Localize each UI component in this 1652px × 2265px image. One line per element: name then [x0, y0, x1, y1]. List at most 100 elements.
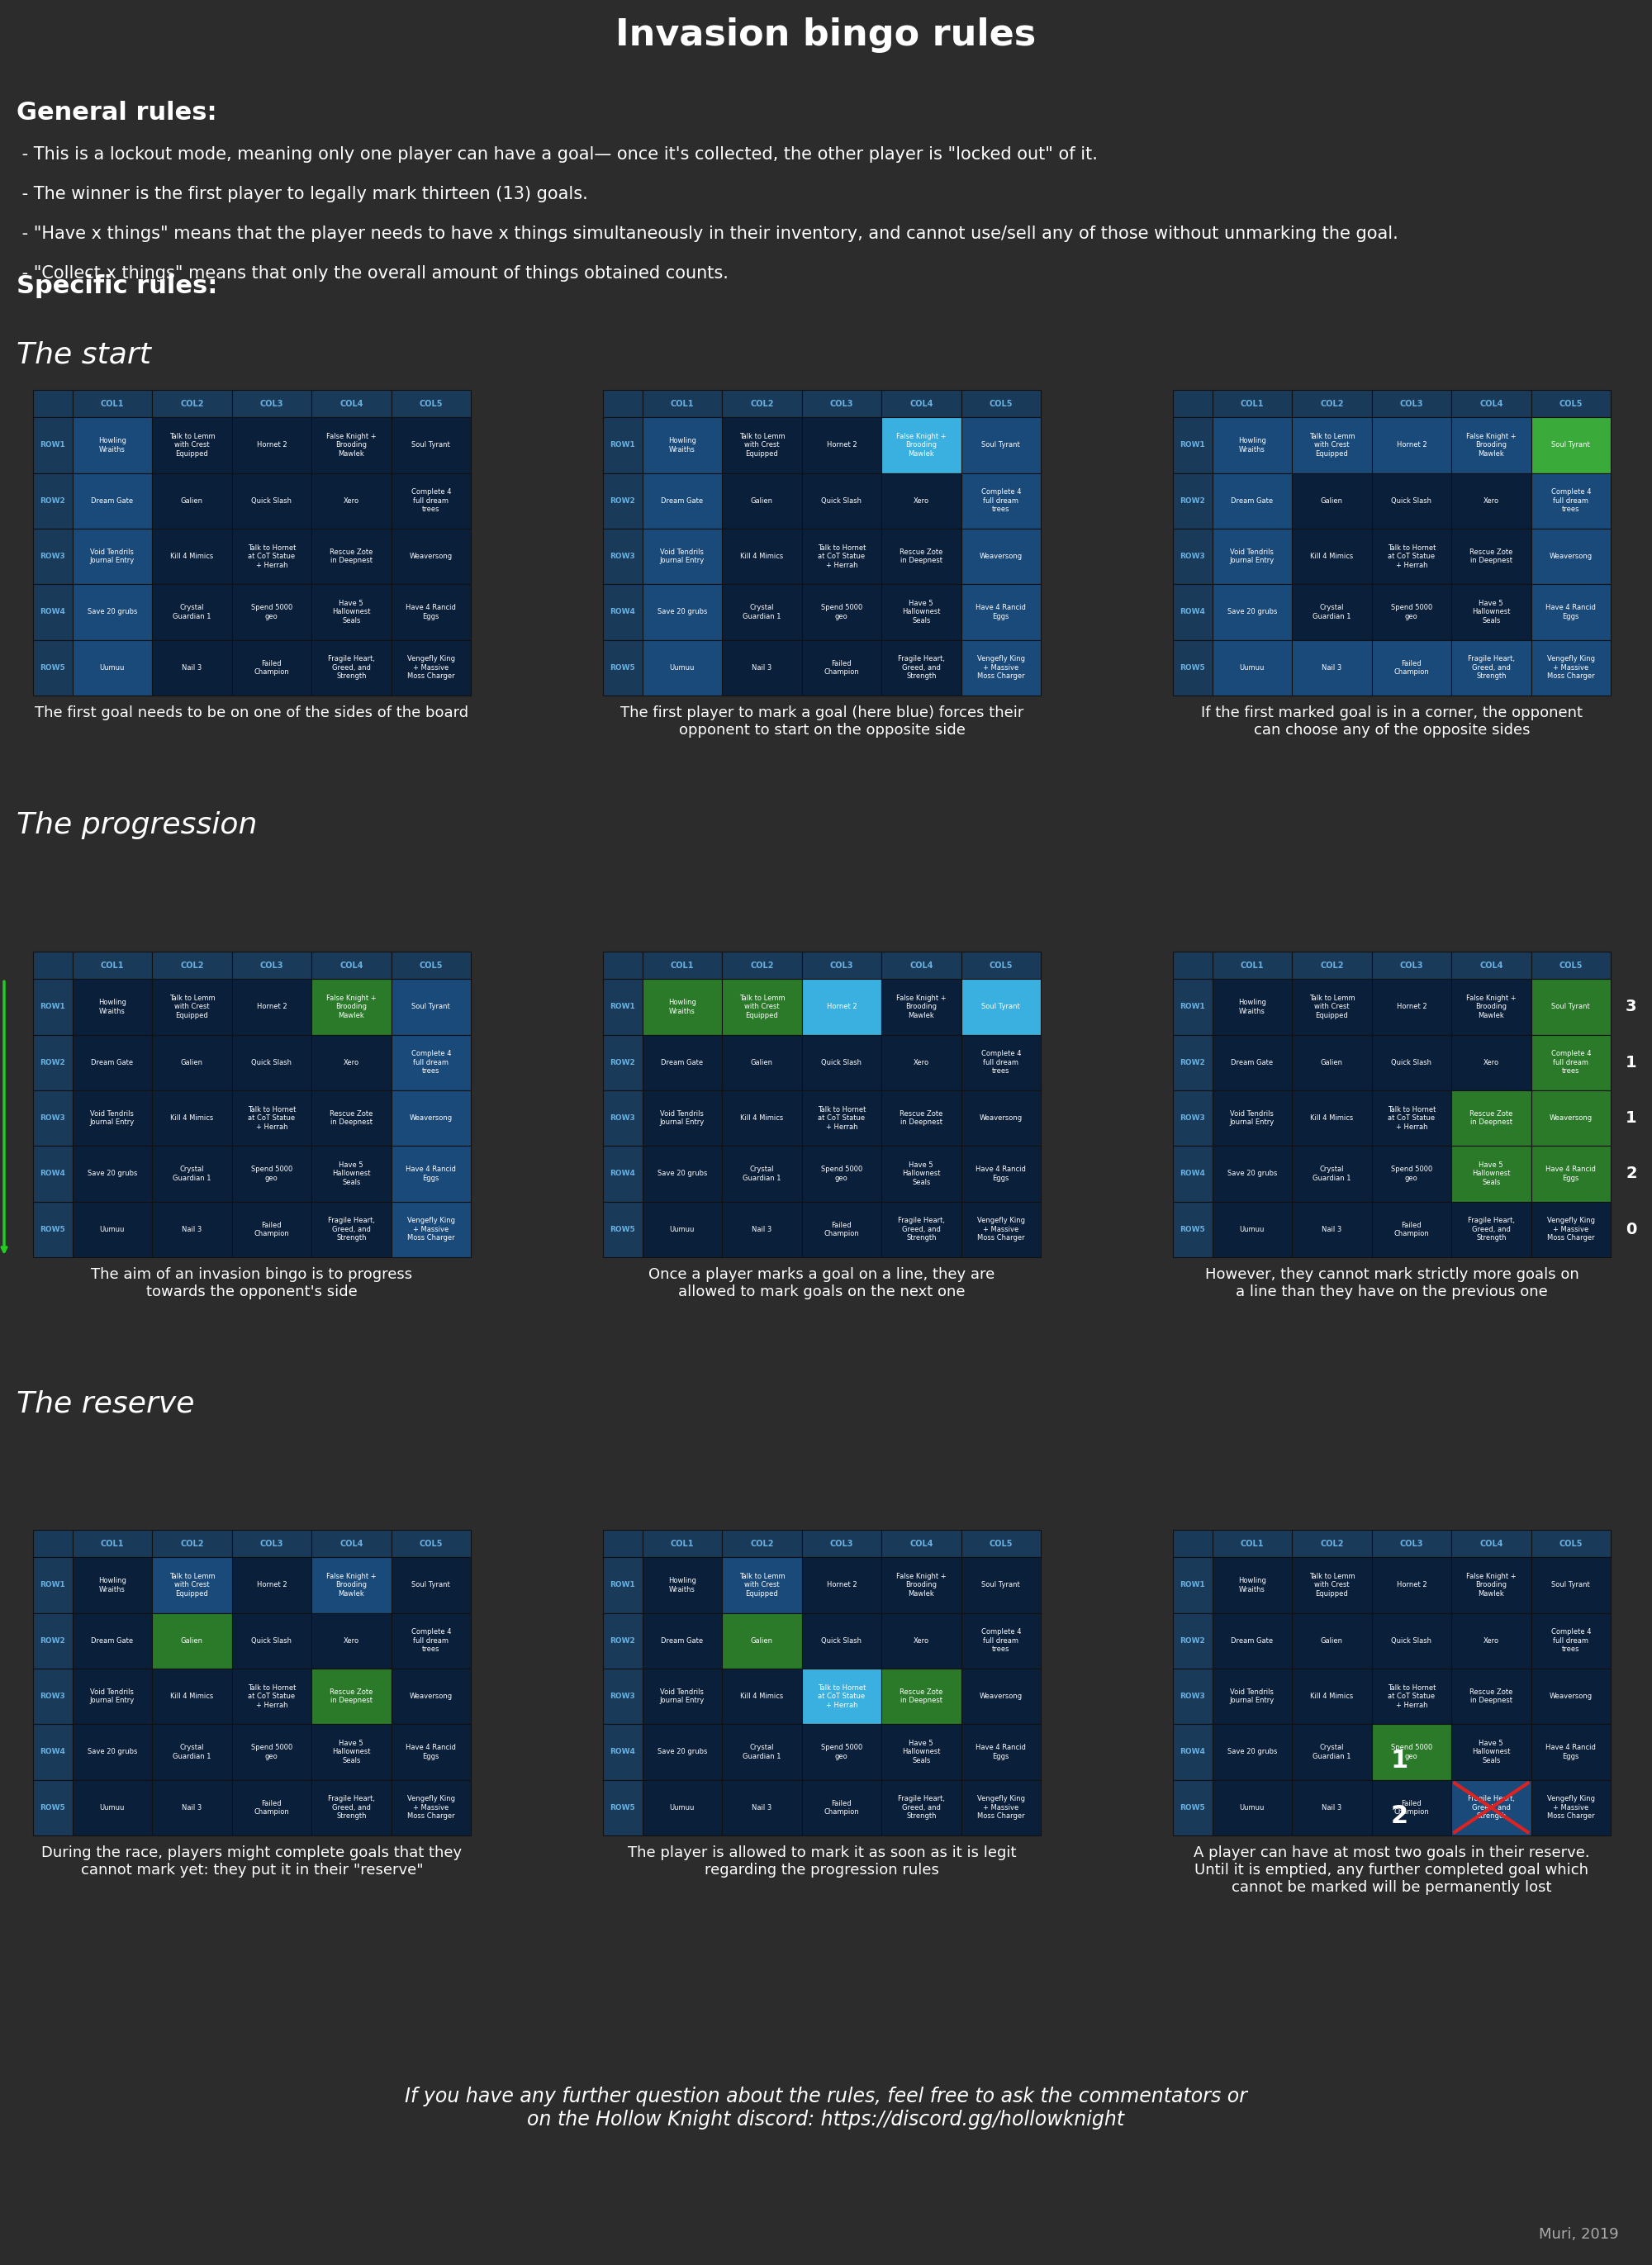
Text: COL5: COL5 [990, 1540, 1013, 1547]
Text: 1: 1 [1626, 1110, 1637, 1126]
Text: Soul Tyrant: Soul Tyrant [411, 442, 451, 448]
Text: Nail 3: Nail 3 [1322, 1225, 1341, 1232]
Bar [231, 978, 312, 1035]
Text: Rescue Zote
in Deepnest: Rescue Zote in Deepnest [900, 1110, 943, 1126]
Text: Galien: Galien [750, 496, 773, 505]
Bar [722, 1558, 801, 1613]
Bar [152, 951, 231, 978]
Text: ROW5: ROW5 [40, 1225, 66, 1232]
Text: Vengefly King
+ Massive
Moss Charger: Vengefly King + Massive Moss Charger [1546, 1216, 1594, 1241]
Text: Failed
Champion: Failed Champion [1394, 1801, 1429, 1817]
Text: Talk to Lemm
with Crest
Equipped: Talk to Lemm with Crest Equipped [169, 1572, 215, 1597]
Bar [73, 1613, 152, 1669]
Text: Failed
Champion: Failed Champion [824, 1801, 859, 1817]
Text: COL3: COL3 [259, 1540, 284, 1547]
Text: Save 20 grubs: Save 20 grubs [88, 1171, 137, 1178]
Bar [643, 1203, 722, 1257]
Text: Quick Slash: Quick Slash [251, 1058, 292, 1067]
Bar [312, 951, 392, 978]
Text: Howling
Wraiths: Howling Wraiths [1237, 999, 1265, 1015]
Text: Soul Tyrant: Soul Tyrant [1551, 442, 1591, 448]
Text: Quick Slash: Quick Slash [1391, 496, 1432, 505]
Text: Uumuu: Uumuu [669, 1803, 695, 1812]
Text: ROW1: ROW1 [610, 1581, 636, 1588]
Bar [312, 1724, 392, 1780]
Text: Complete 4
full dream
trees: Complete 4 full dream trees [411, 1629, 451, 1653]
Bar [392, 417, 471, 473]
Bar [801, 1089, 882, 1146]
Bar [392, 584, 471, 641]
Bar [1452, 473, 1531, 528]
Bar [722, 641, 801, 695]
Bar [1173, 1203, 1213, 1257]
Text: Rescue Zote
in Deepnest: Rescue Zote in Deepnest [330, 1687, 373, 1703]
Text: ROW5: ROW5 [1180, 664, 1206, 670]
Bar [312, 390, 392, 417]
Text: Nail 3: Nail 3 [752, 664, 771, 670]
Bar [392, 951, 471, 978]
Bar [643, 1089, 722, 1146]
Bar [231, 1669, 312, 1724]
Bar [1173, 641, 1213, 695]
Text: Fragile Heart,
Greed, and
Strength: Fragile Heart, Greed, and Strength [1467, 655, 1515, 680]
Text: ROW3: ROW3 [40, 1692, 66, 1701]
Bar [312, 417, 392, 473]
Bar [882, 1529, 961, 1558]
Bar [73, 417, 152, 473]
Bar [152, 1780, 231, 1835]
Text: COL1: COL1 [1241, 1540, 1264, 1547]
Text: Talk to Hornet
at CoT Statue
+ Herrah: Talk to Hornet at CoT Statue + Herrah [248, 544, 296, 569]
Text: Talk to Lemm
with Crest
Equipped: Talk to Lemm with Crest Equipped [1308, 433, 1355, 458]
Text: Kill 4 Mimics: Kill 4 Mimics [170, 1692, 213, 1701]
Text: Quick Slash: Quick Slash [821, 1638, 862, 1644]
Text: Hornet 2: Hornet 2 [256, 1003, 287, 1010]
Text: ROW3: ROW3 [610, 1692, 636, 1701]
Text: Talk to Hornet
at CoT Statue
+ Herrah: Talk to Hornet at CoT Statue + Herrah [248, 1685, 296, 1708]
Bar [73, 528, 152, 584]
Text: ROW4: ROW4 [610, 1171, 636, 1178]
Text: Nail 3: Nail 3 [1322, 664, 1341, 670]
Text: Kill 4 Mimics: Kill 4 Mimics [1310, 553, 1353, 559]
Bar [392, 978, 471, 1035]
Text: Dream Gate: Dream Gate [91, 1638, 134, 1644]
Text: Hornet 2: Hornet 2 [1396, 1003, 1427, 1010]
Bar [1531, 1203, 1611, 1257]
Bar [603, 1146, 643, 1203]
Bar [312, 1529, 392, 1558]
Bar [643, 584, 722, 641]
Bar [1452, 1146, 1531, 1203]
Text: Vengefly King
+ Massive
Moss Charger: Vengefly King + Massive Moss Charger [406, 1796, 454, 1821]
Text: Crystal
Guardian 1: Crystal Guardian 1 [1313, 1744, 1351, 1760]
Bar [392, 1613, 471, 1669]
Bar [961, 1035, 1041, 1089]
Text: ROW2: ROW2 [610, 1058, 636, 1067]
Text: COL4: COL4 [340, 960, 363, 969]
Bar [1213, 1529, 1292, 1558]
Bar [1173, 1146, 1213, 1203]
Bar [1452, 417, 1531, 473]
Text: Talk to Hornet
at CoT Statue
+ Herrah: Talk to Hornet at CoT Statue + Herrah [1388, 1685, 1436, 1708]
Text: Talk to Hornet
at CoT Statue
+ Herrah: Talk to Hornet at CoT Statue + Herrah [818, 1685, 866, 1708]
Text: COL5: COL5 [420, 1540, 443, 1547]
Text: Fragile Heart,
Greed, and
Strength: Fragile Heart, Greed, and Strength [327, 655, 375, 680]
Text: COL4: COL4 [910, 960, 933, 969]
Text: COL3: COL3 [259, 960, 284, 969]
Text: Galien: Galien [180, 1638, 203, 1644]
Bar [231, 951, 312, 978]
Text: Vengefly King
+ Massive
Moss Charger: Vengefly King + Massive Moss Charger [1546, 1796, 1594, 1821]
Bar [801, 1669, 882, 1724]
Text: COL3: COL3 [259, 399, 284, 408]
Text: Have 5
Hallownest
Seals: Have 5 Hallownest Seals [332, 1740, 370, 1764]
Text: Have 4 Rancid
Eggs: Have 4 Rancid Eggs [976, 1744, 1026, 1760]
Text: False Knight +
Brooding
Mawlek: False Knight + Brooding Mawlek [325, 1572, 377, 1597]
Bar [231, 1035, 312, 1089]
Text: Howling
Wraiths: Howling Wraiths [97, 437, 126, 453]
Text: Save 20 grubs: Save 20 grubs [1227, 609, 1277, 616]
Text: COL5: COL5 [420, 399, 443, 408]
Text: Have 5
Hallownest
Seals: Have 5 Hallownest Seals [1472, 600, 1510, 625]
Bar [1173, 1780, 1213, 1835]
Text: Quick Slash: Quick Slash [251, 496, 292, 505]
Text: Uumuu: Uumuu [1239, 664, 1265, 670]
Bar [603, 1529, 643, 1558]
Text: The progression: The progression [17, 811, 258, 840]
